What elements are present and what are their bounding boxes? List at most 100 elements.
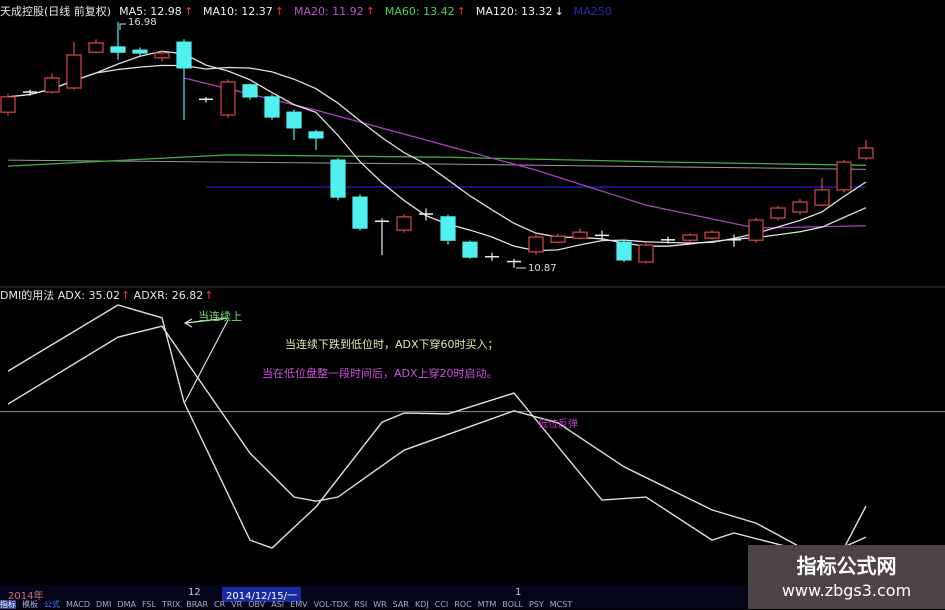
ma5-line <box>7 50 867 252</box>
next-month-label: 1 <box>515 587 522 598</box>
candle-body <box>616 241 632 261</box>
year-label: 2014年 <box>8 591 44 602</box>
ma-label: MA250 <box>573 5 612 18</box>
candle-body <box>704 231 720 239</box>
candle-body <box>44 77 60 93</box>
candle-body <box>682 234 698 241</box>
ma-label: MA10: 12.37 <box>203 5 273 18</box>
adxr-value: ADXR: 26.82 <box>133 289 204 302</box>
adxr-line <box>7 325 867 548</box>
ma-label: MA60: 13.42 <box>384 5 455 18</box>
indicator-tab[interactable]: MACD <box>66 600 90 609</box>
candle-body <box>132 49 148 54</box>
candle-body <box>748 219 764 241</box>
indicator-tab[interactable]: KDJ <box>414 600 429 609</box>
indicator-tab[interactable]: RSI <box>354 600 368 609</box>
ma-label: MA5: 12.98 <box>119 5 182 18</box>
up-arrow-icon: ↑ <box>274 5 284 18</box>
candle-body <box>330 159 346 198</box>
candle-body <box>440 216 456 241</box>
rebound-label: 低位反弹 <box>538 419 578 430</box>
candle-body <box>66 54 82 89</box>
candle-body <box>176 41 192 69</box>
indicator-tab[interactable]: FSL <box>141 600 156 609</box>
adx-value: ADX: 35.02 <box>57 289 120 302</box>
stock-title: 天成控股(日线 前复权) <box>0 5 112 18</box>
high-marker <box>119 23 126 30</box>
arrow-head-icon <box>183 318 193 328</box>
ma-label: MA20: 11.92 <box>293 5 364 18</box>
watermark-title: 指标公式网 <box>796 554 897 578</box>
down-arrow-icon: ↓ <box>554 5 564 18</box>
indicator-tab[interactable]: MCST <box>549 600 573 609</box>
up-arrow-icon: ↑ <box>183 5 194 18</box>
indicator-tab[interactable]: ROC <box>454 600 472 609</box>
candle-body <box>308 131 324 139</box>
candle-body <box>462 241 478 258</box>
indicator-tab[interactable]: CCI <box>434 600 449 609</box>
indicator-tab[interactable]: EMV <box>290 600 308 609</box>
indicator-tab[interactable]: SAR <box>392 600 409 609</box>
indicator-tab[interactable]: CR <box>214 600 226 609</box>
indicator-tab[interactable]: PSY <box>528 600 544 609</box>
candle-body <box>264 96 280 118</box>
candle-body <box>814 189 830 206</box>
ma10-line <box>7 64 867 247</box>
arrow-icon <box>185 317 229 324</box>
up-arrow-icon: ↑ <box>120 289 131 302</box>
adx-line <box>7 304 867 551</box>
up-arrow-icon: ↑ <box>365 5 375 18</box>
candle-body <box>770 207 786 219</box>
candle-body <box>154 52 170 59</box>
candle-body <box>638 244 654 263</box>
indicator-tabs: 指标 模板 公式 MACD DMI DMA FSL TRIX BRAR CR VR OBV ASI EMV… <box>0 599 578 610</box>
arrow-note: 当连续上 <box>198 310 242 323</box>
note-start: 当在低位盘整一段时间后，ADX上穿20时启动。 <box>262 367 498 380</box>
indicator-tab[interactable]: OBV <box>248 600 266 609</box>
up-arrow-icon: ↑ <box>456 5 466 18</box>
candle-body <box>792 201 808 213</box>
indicator-tab[interactable]: VR <box>231 600 243 609</box>
annotation-line <box>184 319 229 403</box>
indicator-tab[interactable]: 模板 <box>22 600 38 609</box>
ma120-line <box>7 159 867 170</box>
indicator-tab[interactable]: DMA <box>117 600 136 609</box>
candle-body <box>528 236 544 253</box>
indicator-tab[interactable]: VOL-TDX <box>313 600 349 609</box>
watermark-url: www.zbgs3.com <box>781 581 912 600</box>
candle-body <box>572 231 588 239</box>
indicator-tab[interactable]: BOLL <box>502 600 523 609</box>
candle-body <box>858 147 874 159</box>
candle-body <box>242 84 258 98</box>
main-chart-header: 天成控股(日线 前复权) MA5: 12.98 ↑ MA10: 12.37 ↑ MA20:… <box>0 3 628 19</box>
high-price-label: 16.98 <box>128 17 157 28</box>
indicator-header: DMI的用法 ADX: 35.02↑ ADXR: 26.82↑ <box>0 287 213 303</box>
month-label: 12 <box>188 587 201 598</box>
indicator-tab[interactable]: ASI <box>271 600 285 609</box>
indicator-name: DMI的用法 <box>0 289 55 302</box>
up-arrow-icon: ↑ <box>204 289 214 302</box>
candle-body <box>88 42 104 53</box>
indicator-tab[interactable]: BRAR <box>186 600 209 609</box>
cursor-date: 2014/12/15/一 <box>222 587 302 602</box>
watermark: 指标公式网 www.zbgs3.com <box>748 545 945 609</box>
candle-body <box>396 216 412 231</box>
candle-body <box>550 235 566 243</box>
ma-label: MA120: 13.32 <box>475 5 553 18</box>
indicator-tab[interactable]: TRIX <box>161 600 181 609</box>
indicator-tab[interactable]: MTM <box>477 600 497 609</box>
indicator-tab[interactable]: 指标 <box>0 600 16 609</box>
candle-body <box>286 111 302 129</box>
note-buy: 当连续下跌到低位时，ADX下穿60时买入； <box>285 338 499 351</box>
indicator-tab[interactable]: DMI <box>95 600 112 609</box>
indicator-tab[interactable]: WR <box>373 600 387 609</box>
candle-body <box>110 46 126 53</box>
candle-body <box>220 81 236 116</box>
low-price-label: 10.87 <box>528 263 557 274</box>
candle-body <box>0 96 16 113</box>
candle-body <box>836 161 852 191</box>
ma60-line <box>7 154 867 167</box>
indicator-tab[interactable]: 公式 <box>44 600 60 609</box>
candle-body <box>352 196 368 229</box>
